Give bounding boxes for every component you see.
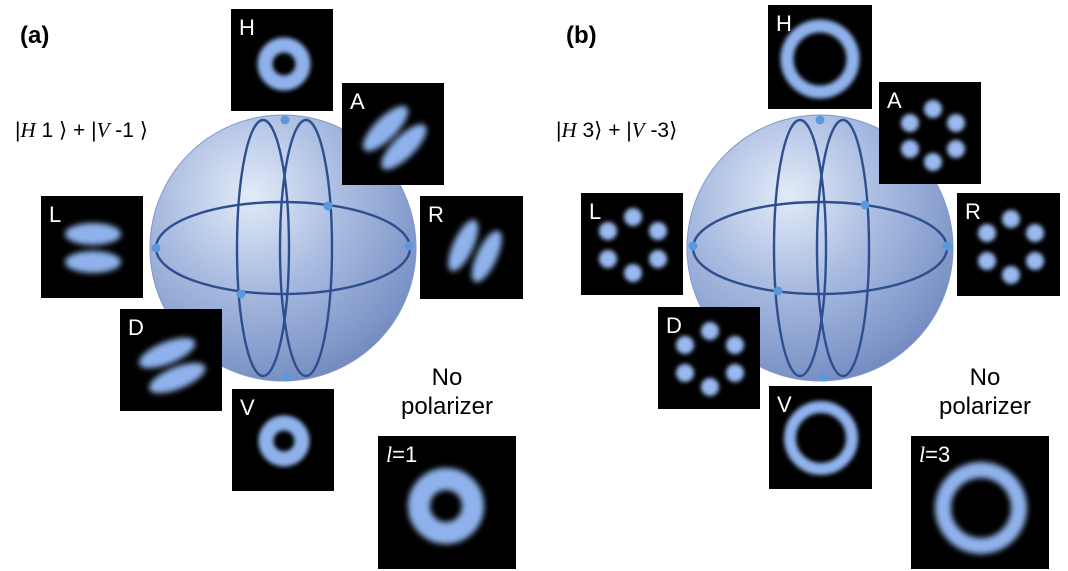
- point-r-dot: [404, 241, 414, 251]
- two-lobe-beam: [65, 223, 121, 273]
- ket2-value: -1: [115, 119, 134, 142]
- state-formula: |H 3⟩ + |V -3⟩: [556, 118, 678, 142]
- tile-label: V: [777, 392, 792, 417]
- tile-label: A: [350, 89, 365, 114]
- state-formula: |H 1 ⟩ + |V -1 ⟩: [15, 118, 148, 142]
- no-polarizer-caption: No polarizer: [915, 363, 1055, 422]
- ring-beam: [784, 401, 858, 475]
- caption-line-1: No: [969, 364, 1001, 391]
- tile-d: D: [120, 309, 222, 411]
- point-d-dot: [773, 286, 783, 296]
- l-symbol: l: [919, 442, 926, 467]
- donut-beam: [258, 415, 310, 467]
- tile-l: L: [41, 196, 143, 298]
- ket1-name: H: [561, 118, 577, 142]
- ring-beam: [935, 462, 1027, 554]
- tile-label: D: [666, 313, 682, 338]
- tile-r: R: [420, 196, 523, 299]
- panel-label: (b): [566, 22, 597, 49]
- pole-v-dot: [819, 372, 829, 382]
- ring-beam: [780, 19, 860, 99]
- tile-v: V: [769, 386, 872, 489]
- tile-a: A: [879, 82, 981, 184]
- donut-beam: [257, 37, 311, 91]
- ket2-name: V: [96, 118, 110, 142]
- l-value: =3: [925, 442, 951, 467]
- tile-label: R: [428, 202, 444, 227]
- tile-h: H: [231, 9, 333, 111]
- meridian-line: [235, 118, 291, 378]
- panel-b: (b) |H 3⟩ + |V -3⟩ H: [534, 0, 1068, 571]
- tile-label: A: [887, 88, 902, 113]
- meridian-line-2: [278, 118, 334, 378]
- l-value-label: l=1: [386, 442, 417, 468]
- point-a-dot: [323, 201, 333, 211]
- point-a-dot: [860, 200, 870, 210]
- l-symbol: l: [386, 442, 393, 467]
- caption-line-2: polarizer: [938, 393, 1032, 421]
- point-l-dot: [688, 241, 698, 251]
- l-value: =1: [392, 442, 418, 467]
- no-polarizer-caption: No polarizer: [377, 363, 517, 422]
- pole-h-dot: [280, 115, 290, 125]
- tile-no-polarizer: l=3: [911, 436, 1049, 569]
- tile-label: H: [776, 11, 792, 36]
- tile-label: L: [49, 202, 62, 227]
- tile-r: R: [957, 193, 1060, 296]
- meridian-line: [772, 118, 828, 378]
- tile-label: R: [965, 199, 981, 224]
- tile-l: L: [581, 193, 683, 295]
- tile-no-polarizer: l=1: [378, 436, 516, 569]
- tile-label: D: [128, 315, 144, 340]
- panel-a: (a) |H 1 ⟩ + |V -1 ⟩ H: [15, 9, 523, 569]
- six-petal-beam: [901, 100, 965, 171]
- tile-label: H: [239, 15, 255, 40]
- ket1-value: 1: [41, 119, 54, 142]
- ket2-value: -3: [650, 119, 670, 142]
- panel-label: (a): [20, 22, 50, 49]
- tile-label: L: [589, 199, 602, 224]
- meridian-line-2: [815, 118, 871, 378]
- two-lobe-beam: [139, 337, 206, 394]
- point-d-dot: [236, 289, 246, 299]
- six-petal-beam: [676, 322, 744, 396]
- pole-v-dot: [282, 372, 292, 382]
- six-petal-beam: [978, 210, 1044, 284]
- tile-h: H: [768, 5, 872, 109]
- l-value-label: l=3: [919, 442, 950, 468]
- ket2-name: V: [631, 118, 645, 142]
- ket1-value: 3: [582, 119, 595, 142]
- two-lobe-beam: [448, 219, 502, 283]
- point-r-dot: [942, 241, 952, 251]
- pole-h-dot: [815, 115, 825, 125]
- tile-label: V: [240, 395, 255, 420]
- point-l-dot: [151, 243, 161, 253]
- caption-line-2: polarizer: [400, 393, 494, 421]
- tile-d: D: [658, 307, 760, 409]
- two-lobe-beam: [362, 105, 427, 170]
- ket1-name: H: [20, 118, 36, 142]
- tile-v: V: [232, 389, 334, 491]
- tile-a: A: [342, 83, 444, 185]
- six-petal-beam: [599, 208, 667, 282]
- caption-line-1: No: [431, 364, 463, 391]
- donut-beam: [408, 468, 484, 544]
